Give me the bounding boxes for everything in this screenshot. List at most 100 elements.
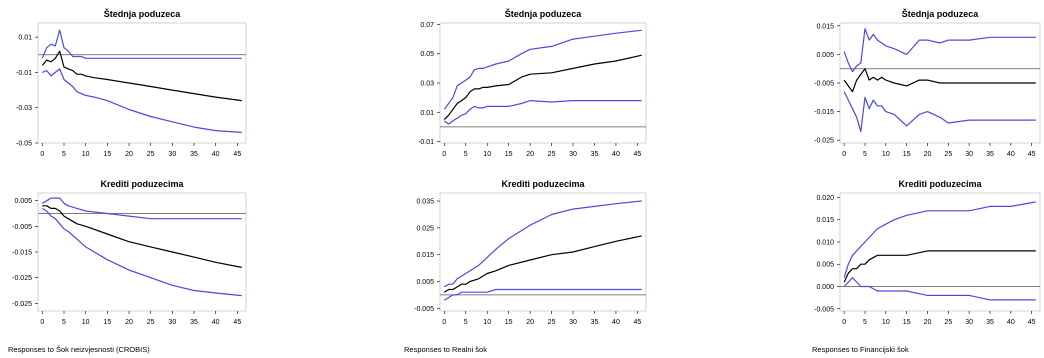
x-tick-label: 45 (1028, 319, 1036, 326)
x-tick-label: 20 (526, 319, 534, 326)
lower-band-line (443, 99, 642, 125)
x-tick-label: 0 (442, 319, 446, 326)
caption-financial-shock: Responses to Financijski šok (812, 345, 909, 354)
x-tick-label: 35 (591, 151, 599, 158)
y-tick-label: -0.025 (12, 301, 32, 308)
response-line (42, 205, 242, 268)
x-tick-label: 5 (464, 151, 468, 158)
x-tick-label: 45 (233, 319, 241, 326)
x-tick-label: 40 (612, 151, 620, 158)
y-tick-label: -0.005 (414, 306, 434, 313)
x-tick-label: 35 (591, 319, 599, 326)
response-line (843, 68, 1036, 93)
plot-frame (37, 22, 247, 144)
x-tick-label: 40 (612, 319, 620, 326)
panel-1: Štednja poduzeca 0.01 -0.01 -0.03 -0.05 0 5 10 1… (16, 8, 247, 158)
panel-3: Štednja poduzeca 0.015 0.005 -0.005 -0.015 -0… (814, 8, 1041, 158)
y-tick-label: -0.015 (12, 250, 32, 257)
plot-frame (439, 22, 647, 144)
x-tick-label: 15 (505, 319, 513, 326)
caption-real-shock: Responses to Realni šok (404, 345, 487, 354)
y-tick-label: 0.025 (416, 225, 434, 232)
y-tick-label: 0.015 (816, 217, 834, 224)
y-tick-label: 0.005 (14, 198, 32, 205)
y-tick-label: 0.015 (416, 252, 434, 259)
x-tick-label: 40 (212, 151, 220, 158)
panel-title: Štednja poduzeca (104, 8, 182, 19)
x-tick-label: 25 (548, 151, 556, 158)
y-tick-label: 0.03 (420, 81, 434, 88)
y-tick-label: -0.015 (814, 109, 834, 116)
y-tick-label: 0.000 (816, 284, 834, 291)
x-tick-label: 0 (442, 151, 446, 158)
y-tick-label: 0.005 (816, 52, 834, 59)
x-tick-label: 30 (168, 319, 176, 326)
response-line (443, 235, 642, 293)
x-tick-label: 5 (464, 319, 468, 326)
x-tick-label: 10 (483, 319, 491, 326)
y-tick-label: -0.01 (418, 139, 434, 146)
x-tick-label: 25 (944, 319, 952, 326)
x-tick-label: 20 (924, 151, 932, 158)
y-tick-label: 0.015 (816, 23, 834, 30)
x-tick-label: 10 (882, 151, 890, 158)
panel-title: Krediti poduzecima (501, 179, 585, 189)
upper-band-line (41, 29, 242, 59)
panel-title: Krediti poduzecima (100, 179, 184, 189)
x-tick-label: 5 (62, 319, 66, 326)
x-tick-label: 30 (965, 319, 973, 326)
upper-band-line (843, 201, 1036, 278)
x-tick-label: 30 (965, 151, 973, 158)
x-tick-label: 20 (924, 319, 932, 326)
y-tick-label: -0.025 (814, 138, 834, 145)
x-tick-label: 45 (634, 151, 642, 158)
x-tick-label: 30 (569, 319, 577, 326)
panel-title: Štednja poduzeca (505, 8, 583, 19)
lower-band-line (443, 288, 642, 301)
panel-5: Krediti poduzecima 0.035 0.025 0.015 0.005 -0… (414, 179, 647, 326)
response-line (843, 250, 1036, 283)
upper-band-line (843, 28, 1036, 73)
x-tick-label: 10 (82, 151, 90, 158)
x-tick-label: 30 (569, 151, 577, 158)
x-tick-label: 30 (168, 151, 176, 158)
x-tick-label: 35 (986, 319, 994, 326)
lower-band-line (843, 91, 1036, 133)
x-tick-label: 15 (103, 151, 111, 158)
lower-band-line (843, 277, 1036, 301)
y-tick-label: -0.01 (16, 70, 32, 77)
plot-frame (839, 192, 1041, 312)
y-tick-label: -0.05 (16, 141, 32, 148)
x-tick-label: 25 (944, 151, 952, 158)
y-tick-label: -0.005 (12, 224, 32, 231)
y-tick-label: 0.035 (416, 199, 434, 206)
y-tick-label: 0.005 (816, 262, 834, 269)
x-tick-label: 0 (842, 151, 846, 158)
x-tick-label: 45 (1028, 151, 1036, 158)
x-tick-label: 5 (863, 151, 867, 158)
y-tick-label: 0.07 (420, 22, 434, 29)
x-tick-label: 20 (526, 151, 534, 158)
response-line (41, 50, 242, 102)
y-tick-label: -0.005 (814, 81, 834, 88)
y-tick-label: 0.005 (416, 279, 434, 286)
upper-band-line (443, 29, 642, 110)
upper-band-line (443, 200, 642, 288)
x-tick-label: 0 (40, 319, 44, 326)
plot-frame (439, 192, 647, 312)
lower-band-line (42, 68, 242, 133)
response-line (443, 54, 642, 121)
x-tick-label: 25 (147, 319, 155, 326)
x-tick-label: 20 (125, 319, 133, 326)
x-tick-label: 40 (1007, 319, 1015, 326)
x-tick-label: 0 (40, 151, 44, 158)
x-tick-label: 35 (190, 151, 198, 158)
lower-band-line (41, 207, 242, 297)
x-tick-label: 35 (986, 151, 994, 158)
x-tick-label: 10 (82, 319, 90, 326)
panel-title: Krediti poduzecima (898, 179, 982, 189)
y-tick-label: 0.010 (816, 239, 834, 246)
panel-title: Štednja poduzeca (902, 8, 980, 19)
x-tick-label: 45 (233, 151, 241, 158)
